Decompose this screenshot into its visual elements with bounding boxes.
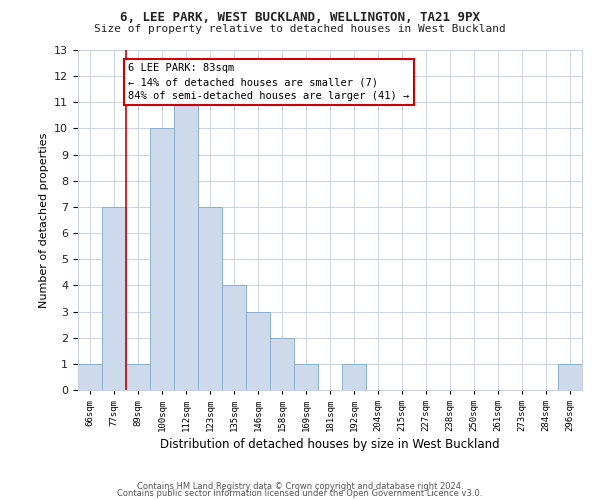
Bar (78, 364, 102, 390)
Bar (198, 207, 222, 390)
Text: Size of property relative to detached houses in West Buckland: Size of property relative to detached ho… (94, 24, 506, 34)
Bar (222, 286, 246, 390)
Text: Contains HM Land Registry data © Crown copyright and database right 2024.: Contains HM Land Registry data © Crown c… (137, 482, 463, 491)
Y-axis label: Number of detached properties: Number of detached properties (38, 132, 49, 308)
Text: Contains public sector information licensed under the Open Government Licence v3: Contains public sector information licen… (118, 488, 482, 498)
Bar (126, 364, 150, 390)
X-axis label: Distribution of detached houses by size in West Buckland: Distribution of detached houses by size … (160, 438, 500, 451)
Text: 6 LEE PARK: 83sqm
← 14% of detached houses are smaller (7)
84% of semi-detached : 6 LEE PARK: 83sqm ← 14% of detached hous… (128, 63, 410, 101)
Bar (558, 364, 582, 390)
Bar (342, 364, 366, 390)
Bar (174, 102, 198, 390)
Bar (246, 312, 270, 390)
Text: 6, LEE PARK, WEST BUCKLAND, WELLINGTON, TA21 9PX: 6, LEE PARK, WEST BUCKLAND, WELLINGTON, … (120, 11, 480, 24)
Bar (102, 207, 126, 390)
Bar (270, 338, 294, 390)
Bar (150, 128, 174, 390)
Bar (294, 364, 318, 390)
